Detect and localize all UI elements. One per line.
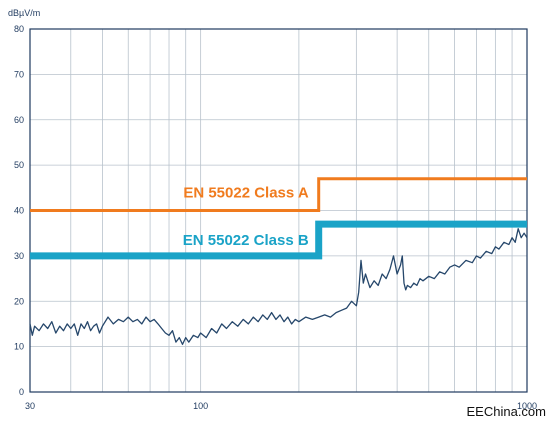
y-tick-label-10: 10 (14, 342, 24, 352)
en-55022-class-b-label: EN 55022 Class B (183, 232, 309, 249)
x-tick-label-1000: 1000 (517, 401, 537, 411)
en-55022-class-a-limit-line (30, 177, 527, 212)
y-tick-label-50: 50 (14, 160, 24, 170)
x-tick-label-100: 100 (193, 401, 208, 411)
y-tick-label-80: 80 (14, 24, 24, 34)
noise-series-line (29, 228, 528, 346)
y-tick-label-20: 20 (14, 296, 24, 306)
tick-labels: 0 10 20 30 40 50 60 70 80 30 100 1000 (14, 24, 537, 411)
y-tick-label-30: 30 (14, 251, 24, 261)
y-tick-label-60: 60 (14, 115, 24, 125)
y-tick-label-40: 40 (14, 206, 24, 216)
watermark: EEChina.com (467, 404, 546, 419)
series-layer: EN 55022 Class A EN 55022 Class B (29, 177, 528, 346)
x-tick-label-30: 30 (25, 401, 35, 411)
y-axis-unit-label: dBµV/m (8, 8, 40, 18)
y-tick-label-0: 0 (19, 387, 24, 397)
en-55022-class-a-label: EN 55022 Class A (183, 184, 309, 201)
y-tick-label-70: 70 (14, 69, 24, 79)
en-55022-class-b-limit-line (30, 220, 527, 260)
